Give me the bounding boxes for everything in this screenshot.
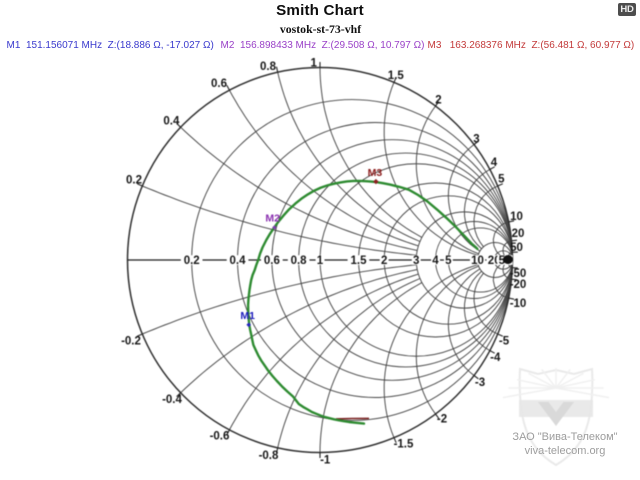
svg-text:-0.8: -0.8 <box>259 450 279 462</box>
svg-text:1.5: 1.5 <box>388 70 405 82</box>
svg-text:5: 5 <box>498 174 505 186</box>
svg-text:5: 5 <box>445 255 452 267</box>
svg-text:-0.6: -0.6 <box>210 431 230 443</box>
svg-text:1.5: 1.5 <box>351 255 368 267</box>
svg-text:10: 10 <box>471 255 484 267</box>
svg-text:2: 2 <box>435 95 441 107</box>
svg-text:0.4: 0.4 <box>163 116 180 128</box>
svg-text:20: 20 <box>512 228 525 240</box>
svg-text:-5: -5 <box>499 336 510 348</box>
svg-text:M3: M3 <box>368 167 383 179</box>
svg-text:0.2: 0.2 <box>184 255 200 267</box>
svg-text:3: 3 <box>473 133 479 145</box>
svg-text:0.8: 0.8 <box>291 255 308 267</box>
svg-text:0.2: 0.2 <box>126 175 142 187</box>
svg-text:0.6: 0.6 <box>211 78 227 90</box>
svg-text:4: 4 <box>491 157 498 169</box>
svg-text:3: 3 <box>413 255 419 267</box>
svg-text:0.6: 0.6 <box>264 255 280 267</box>
svg-text:50: 50 <box>510 242 523 254</box>
svg-text:-50: -50 <box>510 268 527 280</box>
svg-text:-4: -4 <box>490 352 501 364</box>
svg-text:0.8: 0.8 <box>260 61 277 73</box>
svg-text:-10: -10 <box>510 298 527 310</box>
svg-text:10: 10 <box>510 211 523 223</box>
svg-text:-20: -20 <box>510 279 527 291</box>
svg-text:-0.2: -0.2 <box>121 336 141 348</box>
svg-text:4: 4 <box>432 255 439 267</box>
svg-text:-1.5: -1.5 <box>394 439 414 451</box>
svg-text:1: 1 <box>310 58 317 70</box>
svg-text:-3: -3 <box>475 377 485 389</box>
svg-text:-1: -1 <box>320 454 331 466</box>
svg-text:2: 2 <box>381 255 387 267</box>
svg-text:M1: M1 <box>240 310 255 322</box>
svg-text:1: 1 <box>317 255 324 267</box>
svg-text:0.4: 0.4 <box>230 255 247 267</box>
svg-text:M2: M2 <box>265 213 280 225</box>
svg-text:-0.4: -0.4 <box>162 394 182 406</box>
svg-text:-2: -2 <box>437 414 447 426</box>
